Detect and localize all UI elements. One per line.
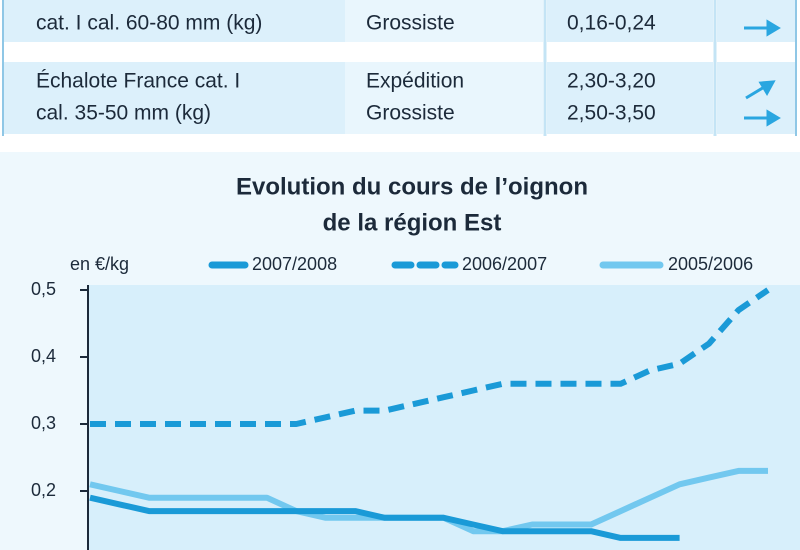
product: cal. 35-50 mm (kg) [36,102,211,125]
price: 2,30-3,20 [567,70,656,93]
cell-bg [547,0,713,42]
series-line [90,287,770,427]
y-tick-label: 0,2 [31,480,56,500]
chart-title: de la région Est [323,209,502,236]
stage: Grossiste [366,12,455,35]
product: Échalote France cat. I [36,70,240,93]
y-axis-label: en €/kg [70,254,129,274]
legend-label: 2006/2007 [462,254,547,274]
price: 2,50-3,50 [567,102,656,125]
table: cat. I cal. 60-80 mm (kg) Grossiste 0,16… [2,0,797,136]
price: 0,16-0,24 [567,12,656,35]
cell-bg [345,0,543,42]
trend-arrows [744,19,781,127]
y-tick-label: 0,3 [31,413,56,433]
cell-bg [717,62,795,134]
cell-bg [4,0,345,42]
y-tick-label: 0,5 [31,279,56,299]
series-line [89,494,680,541]
cell-bg [547,62,713,134]
stage: Grossiste [366,102,455,125]
cell-bg [717,0,795,42]
cell-bg [345,62,543,134]
product: cat. I cal. 60-80 mm (kg) [36,12,262,35]
legend-label: 2007/2008 [252,254,337,274]
legend-label: 2005/2006 [668,254,753,274]
plot-area [88,285,800,550]
cell-bg [4,62,345,134]
marks: 0,2 0,3 0,4 0,5 2007/2008 2006/2007 2005/2006 [31,254,770,541]
chart-title: Evolution du cours de l’oignon [236,173,588,200]
y-tick-label: 0,4 [31,346,56,366]
stage: Expédition [366,70,464,93]
